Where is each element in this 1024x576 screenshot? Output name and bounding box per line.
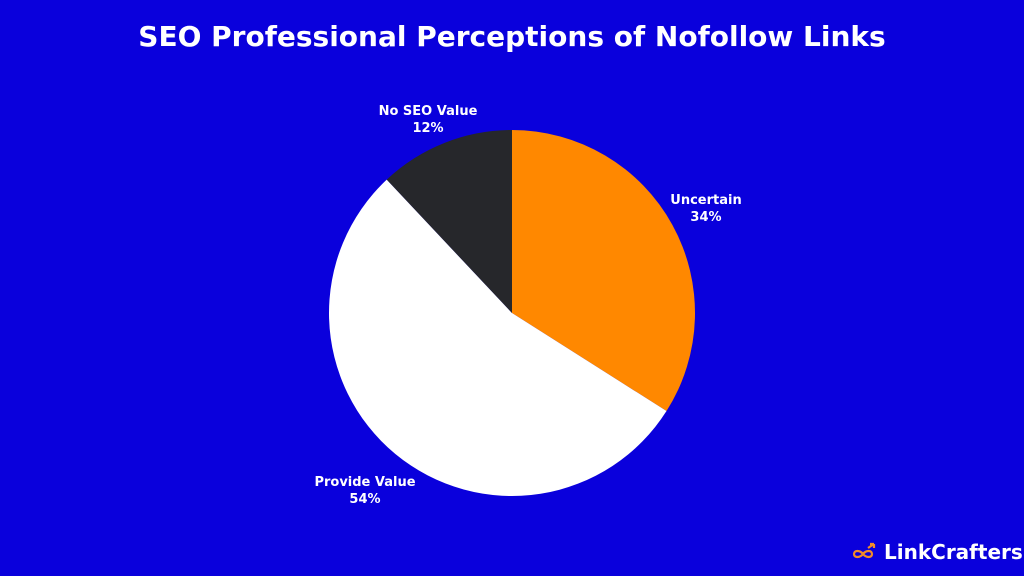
brand-logo: LinkCrafters bbox=[850, 540, 1023, 564]
chart-title: SEO Professional Perceptions of Nofollow… bbox=[138, 20, 886, 53]
infinity-arrow-icon bbox=[852, 542, 876, 559]
pie-slice-no-seo-value bbox=[386, 130, 512, 313]
pie-slice-uncertain bbox=[512, 130, 695, 412]
pie-slice-provide-value bbox=[329, 179, 667, 496]
slice-label-provide-value: Provide Value 54% bbox=[314, 475, 416, 507]
brand-name: LinkCrafters bbox=[884, 540, 1023, 564]
slice-label-no-seo-value: No SEO Value 12% bbox=[378, 104, 478, 136]
slice-label-uncertain: Uncertain 34% bbox=[670, 193, 742, 225]
